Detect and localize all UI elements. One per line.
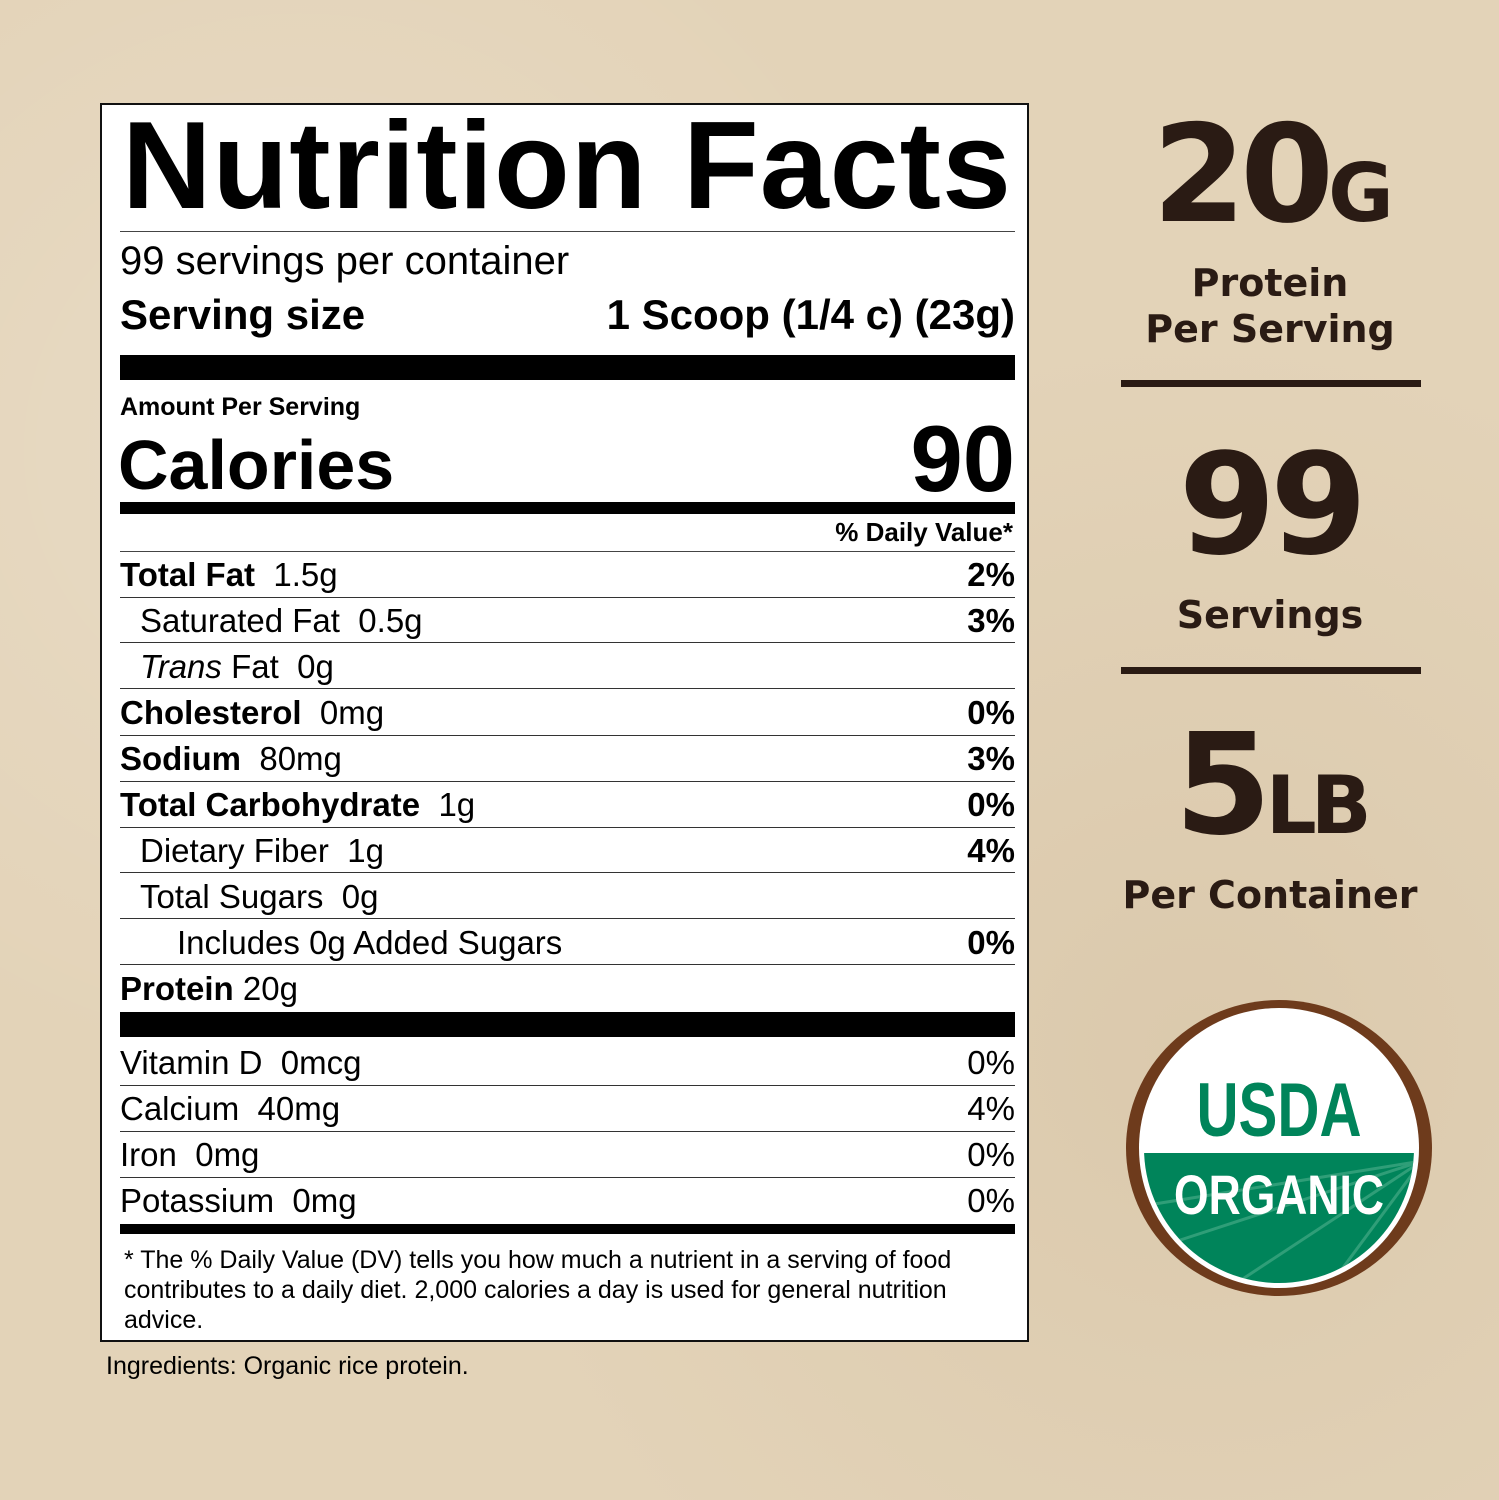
ingredients: Ingredients: Organic rice protein. [106,1352,469,1380]
nutrient-row-protein: Protein 20g [120,966,1015,1011]
divider [1121,380,1421,387]
label-title: Nutrition Facts [122,97,1012,235]
medium-divider [120,1224,1015,1234]
vitamin-name: Calcium [120,1090,240,1127]
vitamin-row-iron: Iron 0mg 0% [120,1132,1015,1178]
footnote: * The % Daily Value (DV) tells you how m… [124,1246,952,1334]
nutrient-name: Saturated Fat [140,602,340,639]
vitamin-row-potassium: Potassium 0mg 0% [120,1178,1015,1223]
nutrient-row-saturated-fat: Saturated Fat 0.5g 3% [120,598,1015,643]
nutrient-dv: 3% [967,740,1015,777]
nutrient-row-trans-fat: Trans Fat 0g [120,644,1015,689]
nutrient-amount: 1g [347,832,384,869]
vitamin-row-vitamin-d: Vitamin D 0mcg 0% [120,1040,1015,1086]
nutrient-amount: 20g [242,970,298,1007]
nutrient-name: Total Sugars [140,878,324,915]
nutrient-row-added-sugars: Includes 0g Added Sugars 0% [120,920,1015,965]
vitamin-amount: 0mg [195,1136,260,1173]
vitamin-dv: 4% [967,1090,1015,1127]
calories-label: Calories [118,426,395,504]
servings-caption: Servings [1176,593,1364,637]
nutrition-facts-label: Nutrition Facts 99 servings per containe… [100,97,1029,1342]
nutrient-dv: 2% [967,556,1015,593]
vitamin-name: Iron [120,1136,177,1173]
divider [1121,667,1421,674]
medium-divider [120,502,1015,514]
protein-caption-line1: Protein [1191,261,1349,305]
nutrient-name: Protein [120,970,234,1007]
weight-value: 5 [1174,704,1271,867]
vitamin-row-calcium: Calcium 40mg 4% [120,1086,1015,1132]
nutrient-name: Total Fat [120,556,256,593]
nutrient-name-italic: Trans [140,648,222,685]
nutrient-dv: 4% [967,832,1015,869]
nutrient-amount: 0mg [319,694,385,731]
servings-per-container: 99 servings per container [120,239,570,283]
servings-value: 99 [1178,424,1368,587]
nutrient-name: Sodium [120,740,241,777]
vitamin-amount: 0mg [292,1182,357,1219]
protein-value: 20 [1152,96,1334,253]
seal-bottom-text: ORGANIC [1174,1163,1384,1226]
serving-size-label: Serving size [120,291,366,338]
nutrient-dv: 3% [967,602,1015,639]
nutrient-name: Cholesterol [120,694,302,731]
nutrient-row-sodium: Sodium 80mg 3% [120,736,1015,782]
thick-divider [120,355,1015,380]
protein-caption: Protein Per Serving [1120,260,1420,352]
nutrient-amount: 0g [341,878,379,915]
nutrient-amount: 1.5g [273,556,338,593]
vitamin-dv: 0% [967,1044,1015,1081]
usda-organic-seal: USDA ORGANIC [1126,1000,1432,1296]
nutrient-row-cholesterol: Cholesterol 0mg 0% [120,690,1015,736]
nutrient-amount: 80mg [259,740,342,777]
nutrient-dv: 0% [967,924,1015,961]
nutrient-row-dietary-fiber: Dietary Fiber 1g 4% [120,828,1015,873]
weight-highlight: 5LB [1110,704,1430,868]
nutrient-row-total-sugars: Total Sugars 0g [120,874,1015,919]
thick-divider [120,1012,1015,1037]
divider [120,551,1015,552]
divider [120,231,1015,232]
protein-highlight: 20G [1120,96,1420,254]
nutrient-dv: 0% [967,786,1015,823]
vitamin-name: Potassium [120,1182,275,1219]
nutrient-amount: 1g [438,786,476,823]
calories-value: 90 [910,406,1015,511]
nutrient-dv: 0% [967,694,1015,731]
vitamin-dv: 0% [967,1182,1015,1219]
vitamin-name: Vitamin D [120,1044,263,1081]
protein-unit: G [1328,147,1394,240]
daily-value-header: % Daily Value* [835,517,1013,547]
weight-caption: Per Container [1122,873,1418,917]
vitamin-amount: 0mcg [280,1044,362,1081]
nutrient-name: Fat [231,648,279,685]
amount-per-serving: Amount Per Serving [120,393,361,421]
nutrient-amount: 0g [297,648,334,685]
nutrient-row-total-fat: Total Fat 1.5g 2% [120,552,1015,598]
vitamin-amount: 40mg [257,1090,341,1127]
serving-size-value: 1 Scoop (1/4 c) (23g) [606,291,1015,338]
weight-unit: LB [1265,759,1372,852]
nutrient-name: Total Carbohydrate [120,786,421,823]
protein-caption-line2: Per Serving [1145,307,1395,351]
nutrient-name: Dietary Fiber [140,832,329,869]
vitamin-dv: 0% [967,1136,1015,1173]
seal-top-text: USDA [1197,1068,1362,1153]
nutrient-row-total-carbohydrate: Total Carbohydrate 1g 0% [120,782,1015,828]
nutrient-amount: 0.5g [358,602,423,639]
nutrient-name: Includes 0g Added Sugars [177,924,563,961]
